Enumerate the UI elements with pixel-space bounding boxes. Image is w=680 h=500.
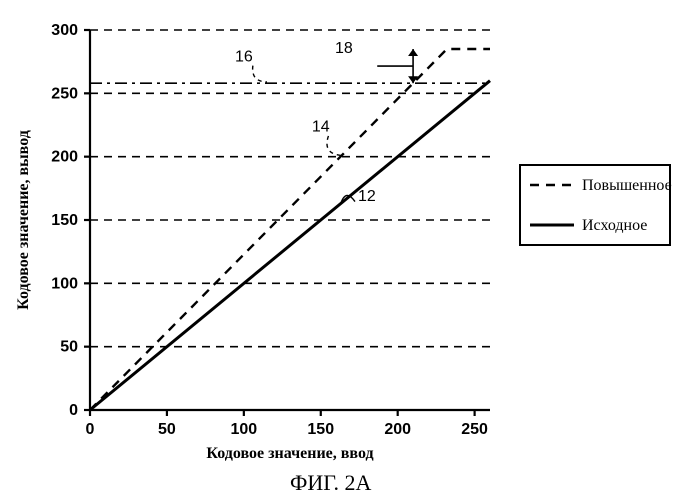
x-tick-label: 100 bbox=[230, 421, 257, 438]
span-arrow-head-up bbox=[408, 49, 418, 56]
annotation-leader-a16 bbox=[253, 66, 267, 82]
x-tick-label: 250 bbox=[461, 421, 488, 438]
annotation-leader-a14 bbox=[327, 136, 341, 155]
y-axis-label: Кодовое значение, вывод bbox=[15, 130, 32, 310]
annotation-a18: 18 bbox=[335, 40, 353, 57]
legend-label-original: Исходное bbox=[582, 217, 647, 234]
series-elevated bbox=[90, 49, 490, 410]
x-axis-label: Кодовое значение, ввод bbox=[206, 445, 373, 462]
y-tick-label: 200 bbox=[51, 149, 78, 166]
y-tick-label: 250 bbox=[51, 85, 78, 102]
x-tick-label: 50 bbox=[158, 421, 176, 438]
annotation-a14: 14 bbox=[312, 118, 330, 135]
annotation-a16: 16 bbox=[235, 49, 253, 66]
y-tick-label: 50 bbox=[60, 339, 78, 356]
x-tick-label: 150 bbox=[307, 421, 334, 438]
series-original bbox=[90, 81, 490, 410]
y-tick-label: 300 bbox=[51, 22, 78, 39]
x-tick-label: 0 bbox=[86, 421, 95, 438]
annotation-a12: 12 bbox=[358, 188, 376, 205]
y-tick-label: 100 bbox=[51, 275, 78, 292]
y-tick-label: 0 bbox=[69, 402, 78, 419]
x-tick-label: 200 bbox=[384, 421, 411, 438]
figure-caption: ФИГ. 2A bbox=[290, 470, 372, 495]
legend-label-elevated: Повышенное bbox=[582, 177, 672, 194]
y-tick-label: 150 bbox=[51, 212, 78, 229]
